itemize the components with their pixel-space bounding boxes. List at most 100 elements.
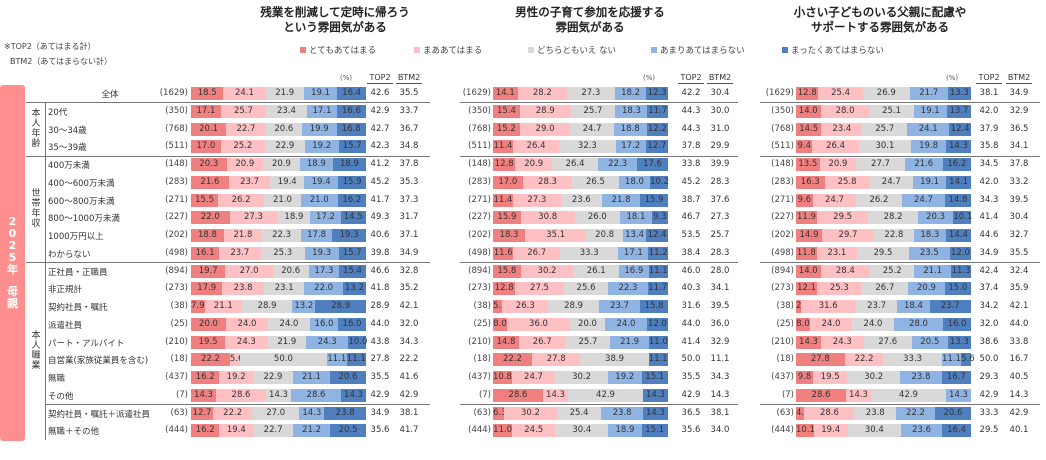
- row-label: その他: [48, 391, 74, 402]
- bar-segment-1: 12.8: [493, 158, 516, 171]
- bar-segment-1: 11.4: [493, 140, 513, 154]
- chart-3-title-line-2: サポートする雰囲気がある: [811, 20, 949, 34]
- btm2-value: 42.1: [399, 301, 419, 311]
- bar-segment-4: 19.3: [304, 246, 339, 260]
- bar-segment-5: 16.4: [942, 424, 971, 438]
- bar-segment-4: 19.2: [607, 371, 642, 384]
- bar-segment-4: 20.9: [908, 282, 945, 296]
- bar-segment-5: 15.7: [338, 140, 366, 154]
- bar-segment-4: 20.5: [911, 335, 948, 349]
- top2-value: 38.7: [681, 194, 701, 205]
- btm2-value: 34.3: [399, 336, 419, 347]
- bar-segment-3: 24.7: [869, 175, 913, 189]
- bar-segment-3: 26.1: [573, 264, 620, 278]
- bar-segment-1: 19.5: [191, 335, 226, 349]
- bar-segment-3: 26.2: [856, 193, 902, 207]
- sample-size: (1629): [765, 88, 794, 98]
- sample-size: (25): [170, 318, 188, 329]
- stacked-bar: 12.8 20.9 26.4 22.3 17.6: [493, 158, 668, 171]
- group-label-char: 本: [31, 330, 41, 341]
- top2-value: 42.9: [370, 389, 390, 400]
- bar-segment-1: 14.8: [493, 335, 519, 349]
- sample-size: (210): [468, 336, 491, 347]
- bar-segment-3: 22.8: [873, 229, 914, 242]
- row-label: 1000万円以上: [48, 232, 104, 242]
- btm2-value: 44.0: [1009, 318, 1029, 329]
- bar-segment-1: 5.3: [493, 300, 507, 313]
- bar-segment-1: 16.2: [191, 371, 220, 384]
- bar-segment-3: 25.7: [565, 335, 611, 349]
- top2-value: 35.6: [370, 425, 390, 436]
- bar-segment-2: 24.3: [821, 335, 864, 349]
- sample-size: (202): [468, 230, 491, 240]
- sample-size: (202): [771, 230, 794, 240]
- top2-value: 41.4: [979, 212, 999, 223]
- bar-segment-1: 10.1: [796, 424, 815, 438]
- sample-size: (18): [170, 354, 188, 365]
- btm2-value: 28.3: [710, 176, 730, 187]
- row-divider: [26, 262, 430, 263]
- group-label-char: 年: [31, 129, 41, 139]
- bar-segment-2: 29.5: [816, 211, 869, 225]
- chart-2-title: 男性の子育て参加を応援する 雰囲気がある: [505, 5, 675, 35]
- top2-value: 35.5: [681, 372, 701, 382]
- bar-segment-2: 26.3: [502, 300, 549, 313]
- row-label: 800～1000万未満: [48, 214, 120, 225]
- bar-segment-1: 17.9: [191, 282, 223, 296]
- bar-segment-4: 18.0: [618, 175, 651, 189]
- stacked-bar: 17.0 25.2 22.9 19.2 15.7: [191, 140, 366, 154]
- sample-size: (511): [165, 141, 188, 152]
- bar-segment-4: 16.0: [310, 317, 338, 331]
- bar-segment-1: 8.0: [796, 317, 810, 331]
- bar-segment-5: 12.4: [949, 122, 971, 136]
- bar-segment-4: 20.3: [917, 211, 954, 225]
- group-label-char: 職: [31, 350, 41, 361]
- bar-segment-2: 23.7: [219, 246, 261, 260]
- stacked-bar: 22.2 5.6 50.0 11.1 11.1: [191, 353, 366, 367]
- bar-segment-4: 13.4: [622, 229, 647, 242]
- pct-unit-label: (%): [340, 74, 353, 82]
- note-top2: ※TOP2（あてはまる計）: [4, 42, 96, 51]
- bar-segment-4: 21.9: [610, 335, 649, 349]
- stacked-bar: 14.3 28.6 14.3 28.6 14.3: [191, 388, 366, 402]
- top2-value: 42.2: [681, 88, 701, 98]
- bar-segment-4: 21.0: [300, 193, 338, 207]
- stacked-bar: 17.1 25.7 23.4 17.1 16.6: [191, 104, 366, 118]
- row-divider: [26, 102, 430, 104]
- sample-size: (273): [165, 283, 188, 294]
- bar-segment-1: 12.1: [796, 282, 818, 296]
- btm2-value: 36.7: [399, 123, 419, 134]
- bar-segment-1: 20.0: [191, 317, 226, 331]
- bar-segment-2: 24.1: [223, 87, 266, 100]
- sample-size: (444): [771, 425, 794, 436]
- bar-segment-2: 30.8: [520, 211, 575, 225]
- sample-size: (350): [468, 105, 491, 116]
- bar-segment-3: 26.0: [574, 211, 621, 225]
- band-char: 5: [8, 251, 17, 264]
- bar-segment-2: 27.3: [512, 193, 561, 207]
- sample-size: (202): [165, 230, 188, 240]
- sample-size: (511): [468, 141, 491, 152]
- bar-segment-1: 22.0: [191, 211, 230, 225]
- top2-value: 34.3: [979, 194, 999, 205]
- top2-value: 50.0: [979, 354, 999, 365]
- bar-segment-2: 5.6: [229, 353, 244, 367]
- group-label: 本人職業: [27, 263, 45, 440]
- bar-segment-1: 20.1: [191, 122, 227, 136]
- top2-value: 46.7: [681, 212, 701, 223]
- row-label: 無職＋その他: [48, 427, 100, 438]
- bar-segment-2: 14.3: [846, 388, 871, 402]
- stacked-bar: 14.0 28.4 25.2 21.1 11.3: [796, 264, 971, 278]
- bar-segment-5: 15.1: [641, 371, 668, 384]
- note-btm2: BTM2（あてはまらない計）: [10, 57, 113, 66]
- btm2-value: 41.6: [399, 372, 419, 382]
- col-header-btm2: BTM2: [396, 73, 422, 84]
- bar-segment-5: 14.3: [341, 388, 366, 402]
- sample-size: (38): [473, 301, 491, 311]
- bar-segment-1: 15.9: [493, 211, 521, 225]
- bar-segment-3: 50.0: [239, 353, 328, 367]
- sample-size: (437): [771, 372, 794, 382]
- bar-segment-1: 11.6: [493, 246, 514, 260]
- bar-segment-1: 14.0: [796, 104, 821, 118]
